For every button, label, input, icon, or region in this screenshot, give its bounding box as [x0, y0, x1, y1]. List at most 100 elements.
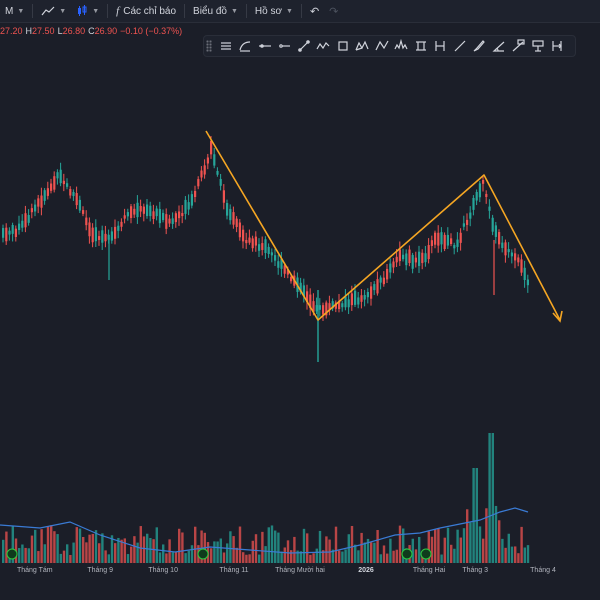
time-axis-label: Tháng Mười hai: [275, 567, 325, 574]
volume-bar: [94, 530, 98, 563]
vertical-fib-tool[interactable]: [431, 37, 451, 55]
volume-bar: [309, 554, 312, 563]
candle-body: [325, 302, 328, 316]
forecast-tool[interactable]: [528, 37, 548, 55]
trend-angle-tool[interactable]: [450, 37, 470, 55]
forecast-icon: [532, 40, 544, 52]
candle-body: [162, 212, 165, 221]
trend-line-icon: [297, 40, 310, 52]
candle-body: [142, 206, 145, 214]
volume-bar: [245, 554, 248, 563]
candle-body: [190, 194, 193, 206]
candle-body: [469, 212, 472, 219]
rectangle-tool[interactable]: [333, 37, 353, 55]
volume-bar: [523, 547, 526, 563]
interval-button[interactable]: M ▼: [0, 0, 29, 22]
horizontal-line-tool[interactable]: [255, 37, 275, 55]
abcd-pattern-icon: [375, 40, 389, 51]
chart-style-button[interactable]: ▼: [36, 0, 71, 22]
candle-body: [226, 203, 229, 216]
volume-bar: [517, 553, 520, 563]
fib-retracement-icon: [415, 41, 426, 51]
fib-retracement-tool[interactable]: [411, 37, 431, 55]
candle-body: [248, 237, 251, 243]
volume-bar: [453, 548, 456, 563]
candle-body: [510, 252, 513, 257]
candle-body: [443, 234, 446, 250]
candle-body: [421, 252, 424, 264]
info-line-tool[interactable]: [509, 37, 529, 55]
profile-button[interactable]: Hồ sơ ▼: [250, 0, 298, 22]
volume-bar: [136, 542, 139, 563]
chart-type-button[interactable]: Biểu đồ ▼: [188, 0, 243, 22]
volume-bar: [34, 529, 37, 563]
abcd-pattern-tool[interactable]: [372, 37, 392, 55]
volume-bar: [2, 539, 5, 563]
candle-body: [197, 179, 200, 187]
volume-bar: [450, 544, 453, 563]
info-line-icon: [512, 39, 525, 52]
chevron-down-icon: ▼: [230, 7, 238, 15]
price-chart[interactable]: [0, 60, 600, 565]
volume-bar: [494, 505, 498, 563]
candle-body: [424, 253, 427, 263]
time-axis-label: Tháng Hai: [412, 567, 446, 574]
time-axis-label: Tháng 10: [148, 567, 178, 574]
candle-body: [82, 210, 85, 214]
candle-body: [338, 301, 341, 310]
angle-tool[interactable]: [489, 37, 509, 55]
volume-bar: [360, 532, 363, 563]
candles-style-button[interactable]: ▼: [71, 0, 104, 22]
candle-body: [450, 238, 453, 244]
candle-body: [408, 249, 411, 264]
volume-bar: [386, 553, 389, 563]
indicators-button[interactable]: f Các chỉ báo: [111, 0, 181, 22]
earnings-marker: [6, 548, 18, 560]
volume-bar: [24, 547, 27, 563]
redo-button[interactable]: ↷: [324, 0, 343, 22]
candle-body: [507, 249, 510, 253]
volume-bar: [178, 528, 181, 563]
volume-bar: [430, 536, 434, 563]
volume-bar: [286, 540, 290, 563]
horizontal-lines-tool[interactable]: [216, 37, 236, 55]
time-axis-label: Tháng 9: [87, 567, 114, 574]
candle-body: [434, 232, 437, 245]
date-range-tool[interactable]: [548, 37, 568, 55]
candles-icon: [78, 5, 87, 16]
horizontal-ray-tool[interactable]: [275, 37, 295, 55]
head-shoulders-tool[interactable]: [392, 37, 412, 55]
volume-bar: [482, 538, 485, 563]
brush-tool[interactable]: [470, 37, 490, 55]
time-axis-label: 2026: [358, 567, 374, 574]
volume-bar: [514, 546, 517, 563]
volume-bar: [171, 552, 174, 563]
volume-bar: [40, 529, 43, 563]
horizontal-ray-icon: [279, 44, 291, 48]
volume-bar: [475, 468, 478, 563]
polyline-icon: [316, 42, 330, 50]
volume-bar: [456, 529, 459, 563]
candle-body: [491, 217, 494, 232]
undo-button[interactable]: ↶: [305, 0, 324, 22]
xabcd-pattern-tool[interactable]: [353, 37, 373, 55]
candle-body: [251, 238, 254, 249]
curve-tool[interactable]: [236, 37, 256, 55]
candle-body: [178, 211, 181, 219]
volume-bar: [200, 530, 203, 563]
trend-line-tool[interactable]: [294, 37, 314, 55]
volume-bar: [11, 525, 14, 563]
candle-body: [238, 222, 241, 238]
close-label: C: [88, 26, 95, 36]
polyline-tool[interactable]: [314, 37, 334, 55]
candle-body: [398, 249, 401, 262]
drag-handle[interactable]: [206, 40, 212, 52]
candle-body: [136, 202, 139, 218]
volume-bar: [190, 545, 194, 563]
volume-bar: [379, 554, 382, 563]
date-range-icon: [552, 41, 563, 51]
candle-body: [456, 239, 459, 247]
volume-bar: [158, 552, 162, 563]
volume-bar: [27, 548, 30, 563]
volume-bar: [82, 536, 85, 563]
